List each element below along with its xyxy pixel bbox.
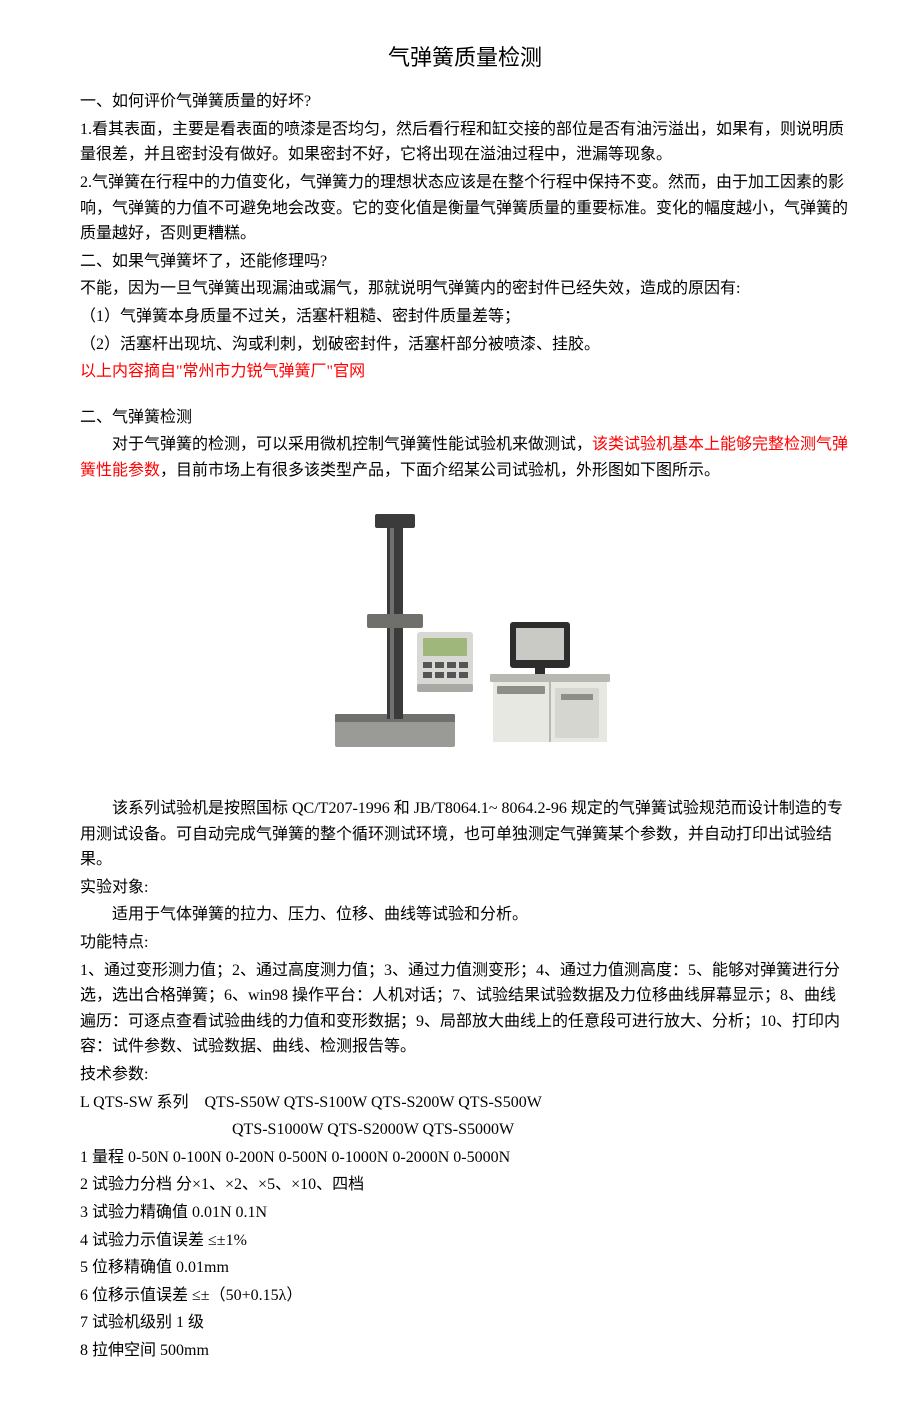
intro-part-a: 对于气弹簧的检测，可以采用微机控制气弹簧性能试验机来做测试， bbox=[112, 436, 592, 453]
section2-intro: 对于气弹簧的检测，可以采用微机控制气弹簧性能试验机来做测试，该类试验机基本上能够… bbox=[80, 432, 850, 483]
section1-p2: 2.气弹簧在行程中的力值变化，气弹簧力的理想状态应该是在整个行程中保持不变。然而… bbox=[80, 170, 850, 247]
section1-p5: （2）活塞杆出现坑、沟或利刺，划破密封件，活塞杆部分被喷漆、挂胶。 bbox=[80, 332, 850, 358]
tech-label: 技术参数: bbox=[80, 1062, 850, 1088]
experiment-text: 适用于气体弹簧的拉力、压力、位移、曲线等试验和分析。 bbox=[80, 902, 850, 928]
tech-2: 2 试验力分档 分×1、×2、×5、×10、四档 bbox=[80, 1172, 850, 1198]
section1-source-note: 以上内容摘自"常州市力锐气弹簧厂"官网 bbox=[80, 359, 850, 385]
tech-series-b: QTS-S1000W QTS-S2000W QTS-S5000W bbox=[80, 1117, 850, 1143]
tech-7: 7 试验机级别 1 级 bbox=[80, 1310, 850, 1336]
machine-figure bbox=[80, 504, 850, 773]
section2-heading: 二、气弹簧检测 bbox=[80, 405, 850, 431]
tech-4: 4 试验力示值误差 ≤±1% bbox=[80, 1228, 850, 1254]
section1-p3: 不能，因为一旦气弹簧出现漏油或漏气，那就说明气弹簧内的密封件已经失效，造成的原因… bbox=[80, 276, 850, 302]
tech-1: 1 量程 0-50N 0-100N 0-200N 0-500N 0-1000N … bbox=[80, 1145, 850, 1171]
tech-3: 3 试验力精确值 0.01N 0.1N bbox=[80, 1200, 850, 1226]
section1-q2: 二、如果气弹簧坏了，还能修理吗? bbox=[80, 249, 850, 275]
testing-machine-illustration bbox=[295, 504, 635, 764]
tech-series-a: L QTS-SW 系列 QTS-S50W QTS-S100W QTS-S200W… bbox=[80, 1090, 850, 1116]
intro-part-c: ，目前市场上有很多该类型产品，下面介绍某公司试验机，外形图如下图所示。 bbox=[160, 462, 720, 479]
page-title: 气弹簧质量检测 bbox=[80, 40, 850, 75]
tech-6: 6 位移示值误差 ≤±（50+0.15λ） bbox=[80, 1283, 850, 1309]
section2-p2: 该系列试验机是按照国标 QC/T207-1996 和 JB/T8064.1~ 8… bbox=[80, 796, 850, 873]
section1-q1: 一、如何评价气弹簧质量的好坏? bbox=[80, 89, 850, 115]
function-text: 1、通过变形测力值；2、通过高度测力值；3、通过力值测变形；4、通过力值测高度：… bbox=[80, 958, 850, 1060]
experiment-label: 实验对象: bbox=[80, 875, 850, 901]
tech-8: 8 拉伸空间 500mm bbox=[80, 1338, 850, 1364]
section1-p1: 1.看其表面，主要是看表面的喷漆是否均匀，然后看行程和缸交接的部位是否有油污溢出… bbox=[80, 117, 850, 168]
spacer bbox=[80, 387, 850, 405]
section1-p4: （1）气弹簧本身质量不过关，活塞杆粗糙、密封件质量差等； bbox=[80, 304, 850, 330]
function-label: 功能特点: bbox=[80, 930, 850, 956]
tech-5: 5 位移精确值 0.01mm bbox=[80, 1255, 850, 1281]
